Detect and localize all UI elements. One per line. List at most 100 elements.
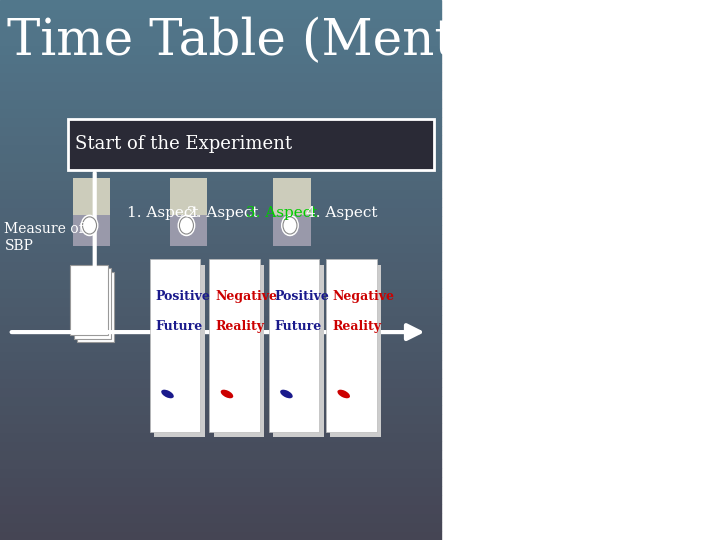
Bar [0,18,441,27]
FancyBboxPatch shape [269,259,320,432]
FancyBboxPatch shape [273,265,324,437]
Text: Reality: Reality [332,320,381,333]
Text: Start of the Experiment: Start of the Experiment [75,136,292,153]
Bar [0,117,441,126]
FancyBboxPatch shape [273,178,310,215]
Bar [0,162,441,171]
FancyBboxPatch shape [330,265,381,437]
Text: 1. Aspect: 1. Aspect [127,206,199,220]
Bar [0,396,441,405]
Bar [0,468,441,477]
FancyBboxPatch shape [150,259,200,432]
FancyBboxPatch shape [76,272,114,342]
Text: Positive: Positive [156,291,211,303]
Circle shape [282,215,298,235]
Bar [0,351,441,360]
Bar [0,9,441,18]
FancyBboxPatch shape [170,178,207,246]
Bar [0,252,441,261]
Bar [0,189,441,198]
Text: Future: Future [275,320,322,333]
Circle shape [179,215,194,235]
Text: Time Table (Mental Contrasting): Time Table (Mental Contrasting) [6,16,720,66]
Bar [0,126,441,135]
Text: 4. Aspect: 4. Aspect [306,206,377,220]
Bar [0,207,441,216]
Bar [0,261,441,270]
Text: Reality: Reality [215,320,264,333]
Text: 3. Aspect: 3. Aspect [246,206,318,220]
Bar [0,414,441,423]
Bar [0,459,441,468]
Bar [0,324,441,333]
Bar [0,153,441,162]
Text: Measure of
SBP: Measure of SBP [4,222,84,253]
Bar [0,99,441,108]
Circle shape [81,215,98,235]
Bar [0,135,441,144]
FancyBboxPatch shape [273,178,310,246]
Bar [0,450,441,459]
Bar [0,171,441,180]
Bar [0,81,441,90]
FancyBboxPatch shape [210,259,260,432]
Bar [0,387,441,396]
Bar [0,288,441,297]
Bar [0,0,441,9]
Bar [0,216,441,225]
Text: 2. Aspect: 2. Aspect [186,206,258,220]
Bar [0,297,441,306]
Bar [0,477,441,486]
Bar [0,495,441,504]
Bar [0,360,441,369]
FancyBboxPatch shape [73,178,110,215]
FancyBboxPatch shape [326,259,377,432]
Bar [0,198,441,207]
Bar [0,243,441,252]
Bar [0,378,441,387]
Bar [0,513,441,522]
FancyBboxPatch shape [73,268,111,339]
Bar [0,144,441,153]
FancyBboxPatch shape [154,265,204,437]
Bar [0,405,441,414]
Bar [0,45,441,54]
Bar [0,279,441,288]
Ellipse shape [161,390,174,399]
Text: Future: Future [156,320,203,333]
Text: Negative: Negative [215,291,277,303]
Text: Positive: Positive [275,291,330,303]
Bar [0,306,441,315]
Text: Negative: Negative [332,291,394,303]
FancyBboxPatch shape [68,119,434,170]
Bar [0,531,441,540]
Bar [0,54,441,63]
FancyBboxPatch shape [71,265,108,335]
Bar [0,333,441,342]
Bar [0,315,441,324]
Bar [0,90,441,99]
Bar [0,36,441,45]
Bar [0,63,441,72]
Bar [0,270,441,279]
Bar [0,72,441,81]
FancyBboxPatch shape [170,178,207,215]
Ellipse shape [280,390,293,399]
Bar [0,369,441,378]
FancyBboxPatch shape [214,265,264,437]
Bar [0,486,441,495]
Bar [0,225,441,234]
Bar [0,504,441,513]
Bar [0,441,441,450]
Bar [0,342,441,351]
Bar [0,27,441,36]
FancyBboxPatch shape [73,178,110,246]
Bar [0,423,441,432]
Bar [0,180,441,189]
Bar [0,234,441,243]
Bar [0,522,441,531]
Ellipse shape [221,390,233,399]
Ellipse shape [338,390,350,399]
Bar [0,432,441,441]
Bar [0,108,441,117]
